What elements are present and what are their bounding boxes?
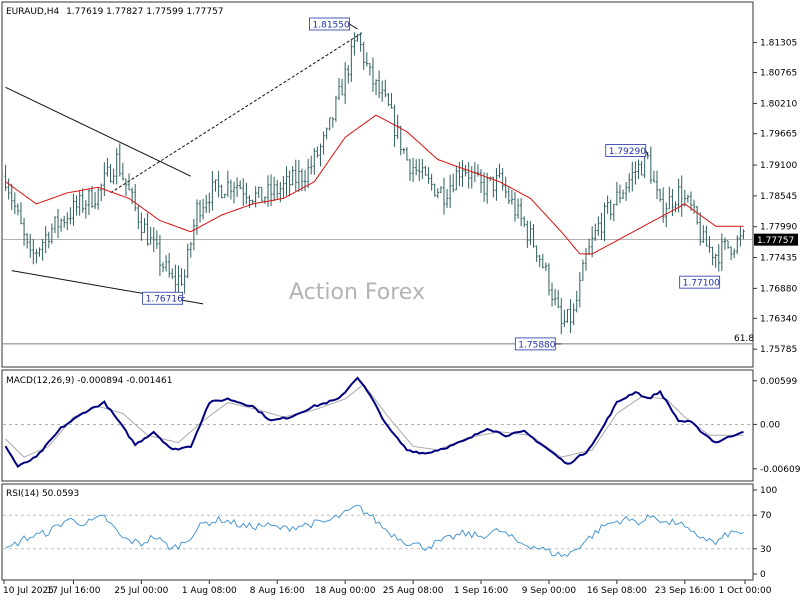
price-y-tick-label: 1.78545 xyxy=(760,192,797,202)
x-tick-label: 18 Aug 00:00 xyxy=(315,586,376,596)
annotation-leader xyxy=(349,23,358,30)
annotation-label: 1.77100 xyxy=(683,279,720,289)
annotation-box xyxy=(605,144,647,157)
price-y-tick-label: 1.79100 xyxy=(760,161,797,171)
price-y-tick-label: 1.80765 xyxy=(760,69,797,79)
trendline xyxy=(110,31,364,194)
macd-lines xyxy=(4,376,744,468)
annotation-label: 1.75880 xyxy=(518,340,555,350)
x-tick-label: 8 Aug 16:00 xyxy=(250,586,305,596)
rsi-y-tick-label: 0 xyxy=(760,570,766,580)
price-y-tick-label: 1.77990 xyxy=(760,223,797,233)
x-tick-label: 1 Sep 16:00 xyxy=(454,586,509,596)
watermark: Action Forex xyxy=(289,280,425,305)
rsi-path xyxy=(5,504,744,558)
rsi-y-tick-label: 70 xyxy=(760,511,772,521)
annotation-box xyxy=(142,291,184,305)
ohlc-values: 1.77619 1.77827 1.77599 1.77757 xyxy=(66,7,223,17)
trendlines xyxy=(5,31,364,305)
rsi-y-tick-label: 100 xyxy=(760,486,777,496)
x-tick-label: 25 Jul 00:00 xyxy=(114,586,168,596)
macd-y-tick-label: 0.00 xyxy=(760,420,780,430)
price-panel-frame xyxy=(1,1,754,368)
rsi-y-axis: 100 70 30 0 xyxy=(753,486,777,580)
macd-signal-line xyxy=(5,383,744,458)
price-y-tick-label: 1.76880 xyxy=(760,284,797,294)
annotation-box xyxy=(679,275,721,289)
rsi-title: RSI(14) 50.0593 xyxy=(6,489,79,499)
moving-average-path xyxy=(5,114,744,255)
rsi-grid xyxy=(3,514,752,550)
annotation-box xyxy=(514,337,556,351)
x-tick-label: 1 Oct 00:00 xyxy=(719,586,772,596)
price-y-tick-label: 1.79665 xyxy=(760,130,797,140)
x-tick-label: 17 Jul 16:00 xyxy=(46,586,100,596)
symbol-header: EURAUD,H4 1.77619 1.77827 1.77599 1.7775… xyxy=(6,7,224,17)
current-price-label: 1.77757 xyxy=(757,236,794,246)
fib-level-label: 61.8 xyxy=(734,334,754,344)
candlestick-series xyxy=(4,32,745,335)
symbol-label: EURAUD,H4 xyxy=(6,7,59,17)
moving-average-line xyxy=(5,114,744,255)
price-grid: 61.8 xyxy=(3,239,754,345)
price-y-tick-label: 1.76340 xyxy=(760,314,797,324)
price-y-tick-label: 1.75785 xyxy=(760,345,797,355)
annotation-label: 1.79290 xyxy=(609,147,646,157)
annotation-label: 1.76716 xyxy=(146,295,183,305)
x-tick-label: 25 Aug 08:00 xyxy=(383,586,444,596)
rsi-line xyxy=(5,504,744,558)
x-tick-label: 1 Aug 08:00 xyxy=(182,586,237,596)
macd-panel-frame xyxy=(1,369,754,482)
price-y-tick-label: 1.77435 xyxy=(760,254,797,264)
price-y-tick-label: 1.81305 xyxy=(760,39,797,49)
rsi-y-tick-label: 30 xyxy=(760,545,772,555)
current-price-tag xyxy=(754,233,798,246)
price-y-tick-label: 1.80210 xyxy=(760,99,797,109)
annotation-label: 1.81550 xyxy=(313,20,350,30)
macd-title: MACD(12,26,9) -0.000894 -0.001461 xyxy=(6,376,172,386)
trendline xyxy=(5,86,192,177)
macd-y-tick-label: 0.00599 xyxy=(760,377,797,387)
rsi-panel-frame xyxy=(1,483,754,581)
macd-main-line xyxy=(4,376,744,468)
price-annotations: 1.81550 1.79290 1.76716 1.77100 1.75880 xyxy=(142,17,721,351)
macd-y-axis: 0.00599 0.00 -0.006095 xyxy=(753,377,800,475)
annotation-box xyxy=(309,17,350,31)
price-y-axis: 1.81305 1.80765 1.80210 1.79665 1.79100 1.785… xyxy=(753,39,798,355)
x-tick-label: 9 Sep 00:00 xyxy=(522,586,577,596)
macd-y-tick-label: -0.006095 xyxy=(760,465,800,475)
x-tick-label: 10 Jul 2025 xyxy=(3,586,54,596)
x-tick-label: 16 Sep 08:00 xyxy=(587,586,647,596)
x-tick-label: 23 Sep 16:00 xyxy=(655,586,715,596)
